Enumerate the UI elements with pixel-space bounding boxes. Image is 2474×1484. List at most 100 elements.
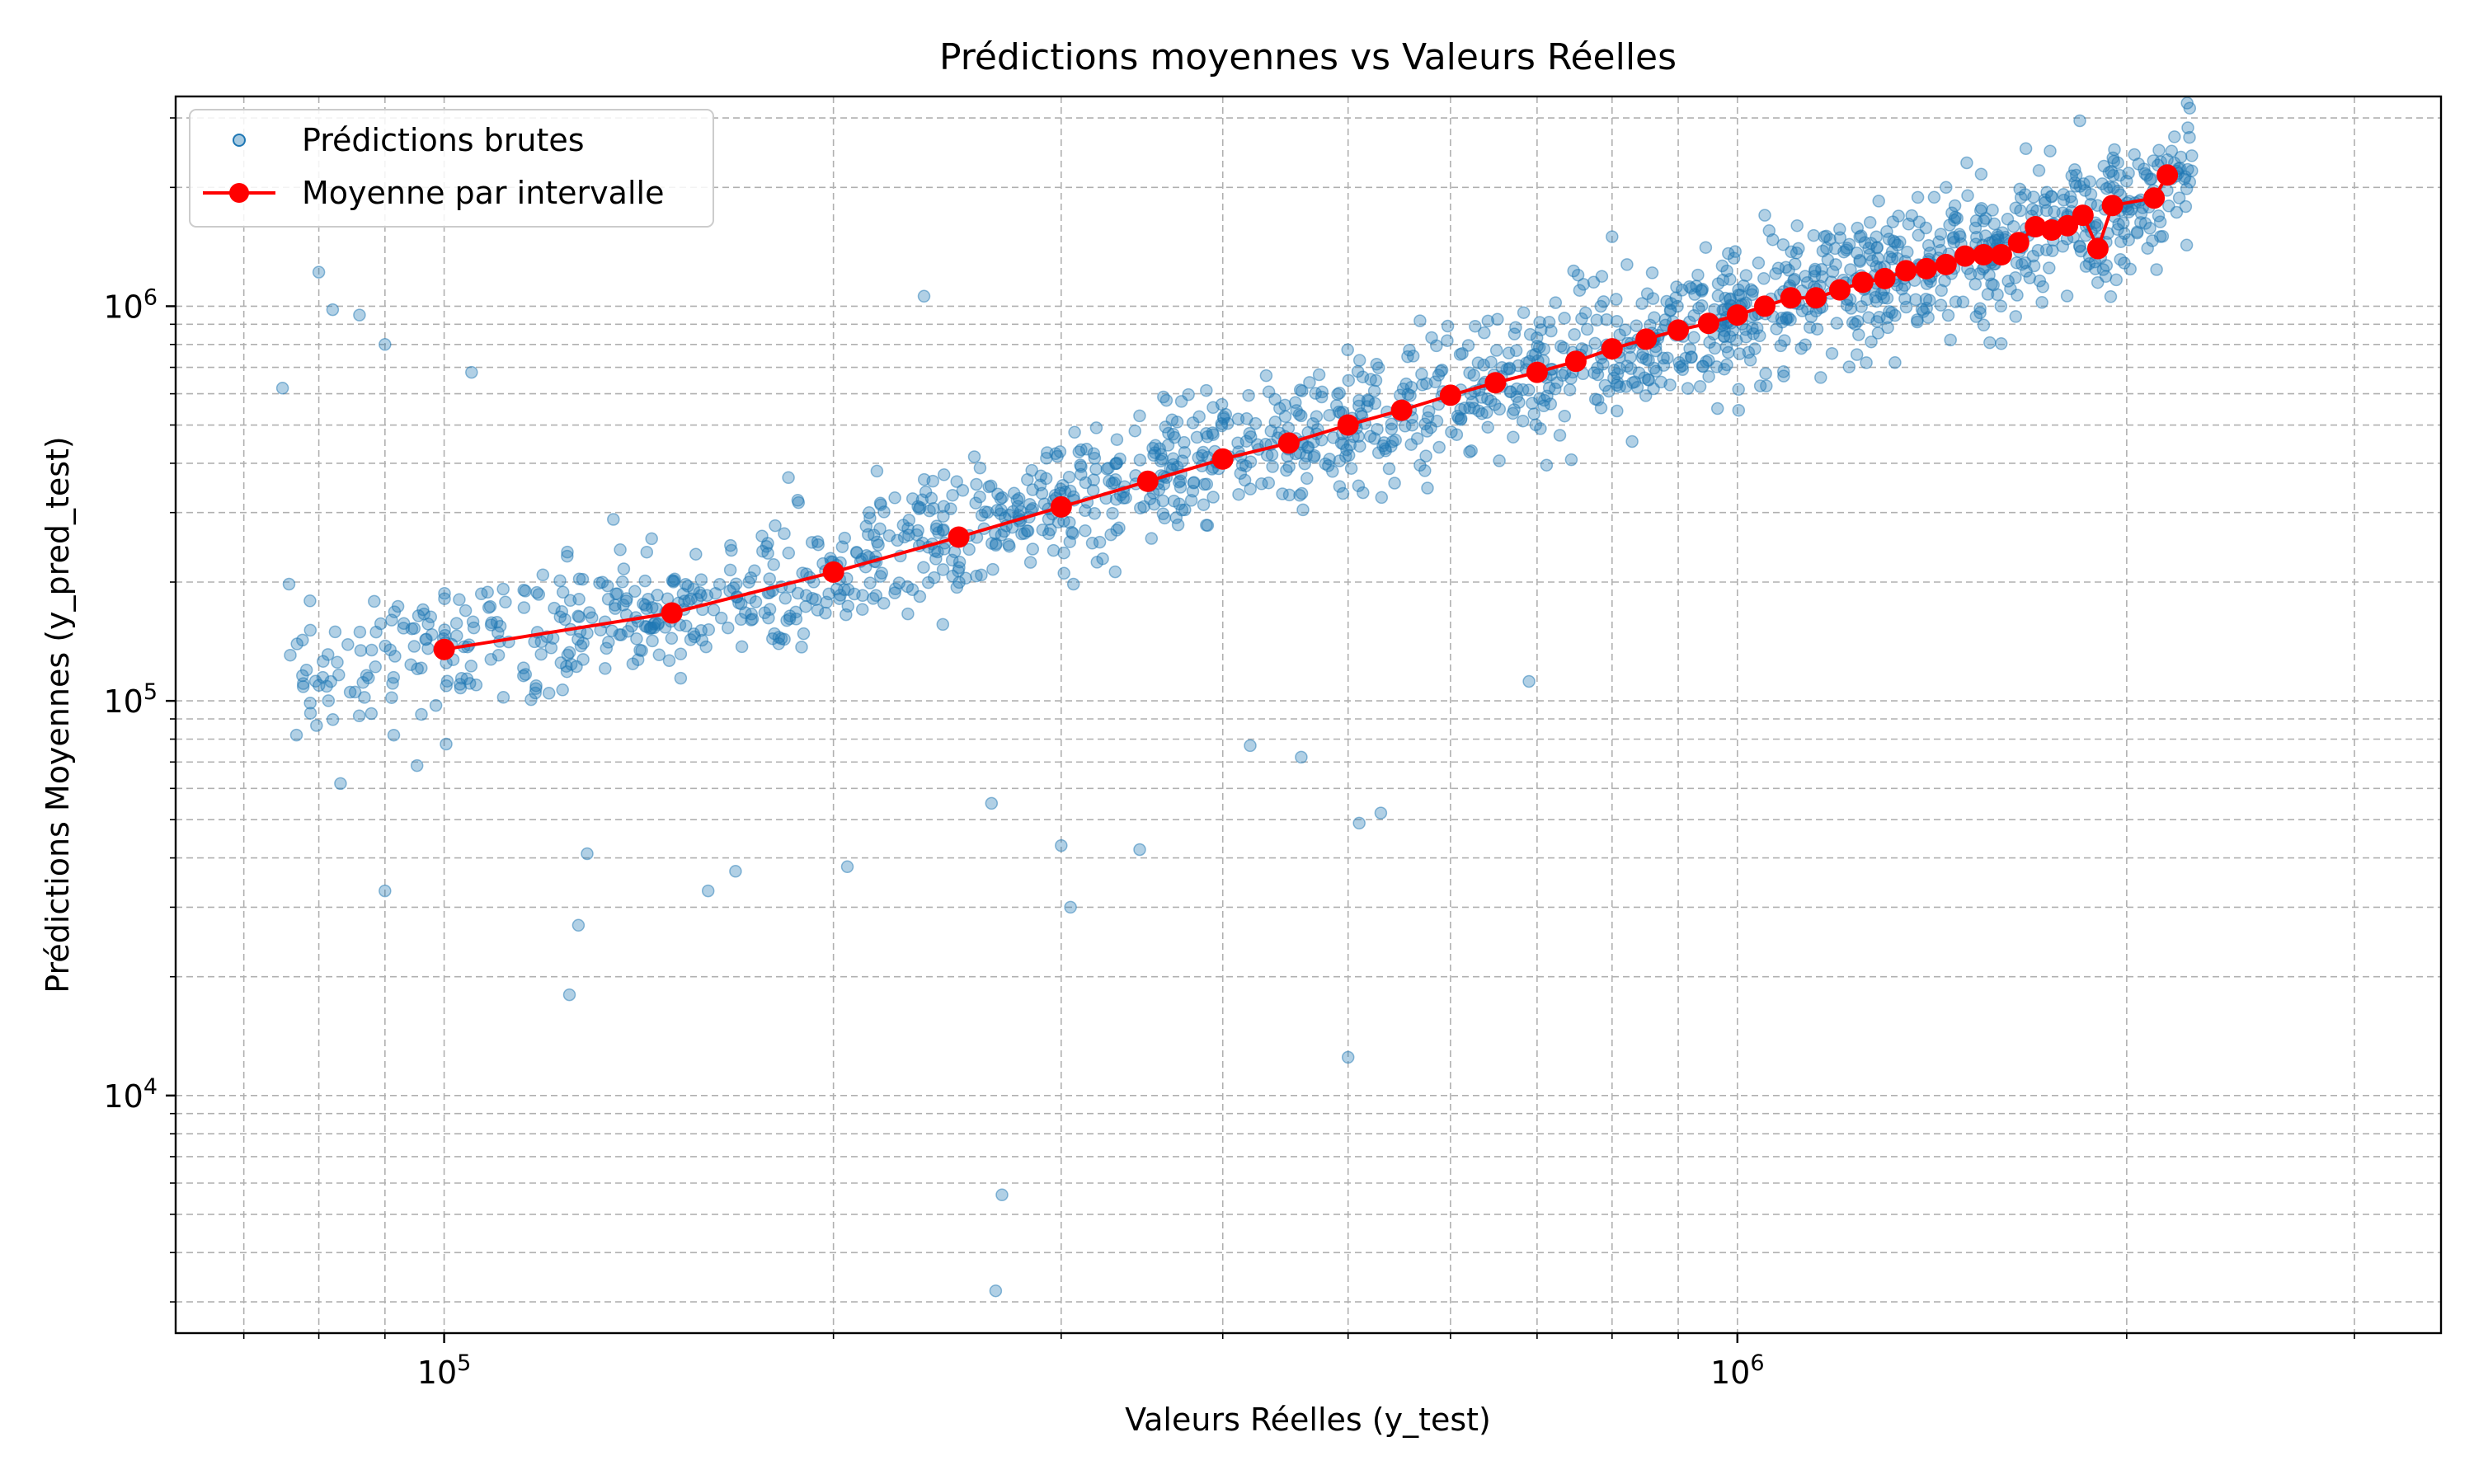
scatter-point	[385, 613, 398, 627]
scatter-point	[1206, 401, 1220, 415]
scatter-point	[1184, 494, 1198, 507]
scatter-point	[1504, 385, 1517, 398]
mean-marker	[1390, 399, 1413, 421]
scatter-point	[1850, 348, 1864, 361]
scatter-point	[772, 631, 786, 644]
scatter-point	[1128, 424, 1142, 438]
scatter-point	[1776, 365, 1790, 378]
plot-frame	[174, 95, 2443, 1335]
mean-marker	[2072, 204, 2094, 227]
scatter-point	[901, 607, 915, 621]
scatter-point	[1465, 444, 1478, 458]
scatter-point	[1974, 167, 1988, 181]
scatter-point	[1871, 251, 1884, 265]
scatter-outlier	[1055, 838, 1068, 852]
scatter-point	[1829, 258, 1842, 271]
scatter-point	[1012, 491, 1026, 505]
scatter-point	[871, 535, 884, 549]
scatter-point	[1881, 321, 1894, 335]
scatter-point	[1968, 277, 1982, 291]
scatter-outlier	[1244, 739, 1257, 753]
scatter-point	[1865, 335, 1878, 349]
scatter-point	[1727, 251, 1741, 265]
scatter-point	[1921, 311, 1935, 324]
scatter-point	[1200, 383, 1213, 397]
scatter-point	[1026, 483, 1039, 496]
scatter-point	[1026, 542, 1040, 556]
scatter-point	[449, 617, 463, 630]
scatter-point	[1182, 387, 1195, 402]
scatter-point	[1947, 230, 1960, 244]
scatter-point	[689, 547, 703, 561]
scatter-point	[466, 615, 480, 628]
scatter-point	[745, 613, 760, 626]
scatter-point	[561, 545, 574, 559]
scatter-point	[1344, 462, 1358, 475]
scatter-point	[2032, 164, 2046, 177]
scatter-point	[1002, 509, 1016, 522]
scatter-point	[1477, 359, 1490, 372]
scatter-point	[1100, 463, 1114, 476]
scatter-point	[284, 648, 297, 662]
scatter-point	[1206, 491, 1220, 504]
scatter-point	[646, 634, 659, 648]
scatter-point	[1481, 314, 1495, 328]
scatter-point	[2014, 204, 2027, 218]
grid	[176, 96, 2441, 1333]
scatter-point	[2031, 243, 2045, 257]
scatter-point	[763, 572, 776, 585]
scatter-point	[1558, 409, 1572, 423]
scatter-point	[1201, 519, 1215, 533]
scatter-point	[1166, 427, 1180, 441]
scatter-point	[532, 588, 546, 601]
scatter-point	[1886, 215, 1900, 228]
scatter-point	[1467, 402, 1480, 415]
scatter-point	[496, 691, 510, 704]
scatter-point	[1590, 313, 1604, 327]
scatter-point	[391, 599, 405, 613]
mean-marker	[1851, 271, 1874, 294]
scatter-point	[536, 568, 550, 582]
scatter-point	[352, 709, 366, 723]
scatter-point	[496, 582, 510, 596]
scatter-point	[1093, 535, 1107, 549]
scatter-point	[1657, 359, 1671, 372]
scatter-point	[1260, 448, 1274, 462]
scatter-point	[1197, 477, 1211, 491]
scatter-point	[2077, 177, 2091, 190]
scatter-point	[811, 535, 825, 548]
scatter-point	[1532, 340, 1546, 355]
scatter-point	[369, 660, 382, 674]
scatter-point	[633, 643, 647, 657]
scatter-point	[1310, 410, 1324, 423]
scatter-point	[1441, 319, 1455, 333]
scatter-point	[1994, 299, 2008, 313]
scatter-point	[2128, 148, 2141, 162]
scatter-point	[1015, 527, 1028, 541]
scatter-point	[1598, 378, 1612, 392]
scatter-point	[1625, 434, 1639, 448]
scatter-point	[1947, 236, 1961, 249]
scatter-point	[1600, 312, 1613, 326]
scatter-point	[1676, 363, 1690, 377]
scatter-point	[1920, 277, 1934, 290]
scatter-point	[1295, 486, 1309, 500]
scatter-point	[2143, 222, 2157, 235]
scatter-outlier	[1374, 806, 1388, 819]
scatter-point	[1021, 473, 1034, 486]
scatter-point	[1757, 272, 1771, 285]
scatter-point	[1298, 457, 1311, 471]
scatter-point	[1905, 209, 1918, 223]
scatter-point	[454, 681, 468, 695]
scatter-point	[1089, 421, 1103, 434]
scatter-point	[742, 575, 755, 589]
scatter-point	[492, 648, 506, 662]
scatter-point	[1162, 426, 1175, 440]
scatter-point	[1799, 270, 1812, 283]
scatter-point	[1186, 416, 1200, 430]
scatter-point	[1336, 486, 1350, 500]
scatter-point	[1023, 556, 1037, 569]
scatter-point	[927, 501, 940, 515]
scatter-point	[303, 697, 317, 710]
